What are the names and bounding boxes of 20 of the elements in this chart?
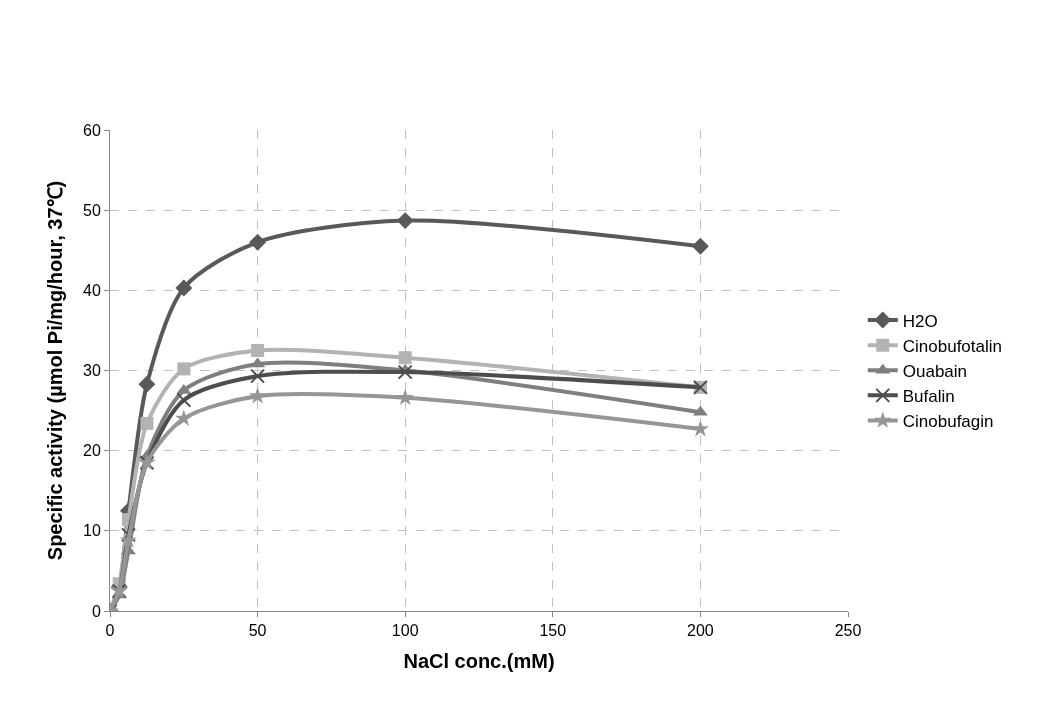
x-tick-label: 150: [539, 622, 567, 640]
y-tick-label: 30: [83, 362, 101, 380]
x-tick-label: 200: [687, 622, 714, 640]
y-tick-label: 20: [83, 442, 101, 460]
y-axis-title: Specific activity (µmol Pi/mg/hour, 37℃): [43, 180, 66, 561]
y-tick-label: 50: [83, 201, 101, 219]
y-tick-label: 40: [83, 281, 101, 299]
x-tick-label: 250: [834, 622, 862, 640]
legend-label: Cinobufotalin: [902, 336, 1003, 356]
y-tick-label: 0: [91, 602, 101, 620]
x-tick-label: 100: [391, 622, 419, 640]
x-tick-label: 0: [105, 622, 115, 640]
legend-label: Cinobufagin: [902, 412, 994, 432]
y-tick-label: 60: [83, 121, 101, 139]
x-tick-label: 50: [248, 622, 267, 640]
legend-label: H2O: [902, 311, 938, 331]
x-axis-title: NaCl conc.(mM): [403, 649, 555, 672]
y-tick-label: 10: [83, 522, 101, 540]
legend-label: Bufalin: [902, 386, 955, 406]
legend-label: Ouabain: [902, 361, 968, 381]
